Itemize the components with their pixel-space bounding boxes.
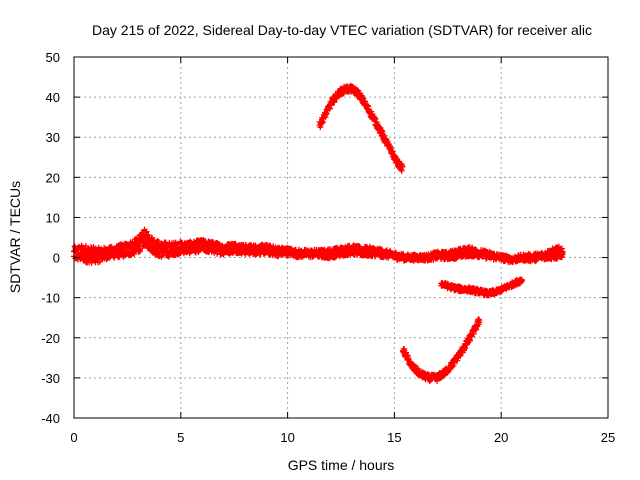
x-tick-label: 20	[494, 430, 508, 445]
x-tick-label: 25	[601, 430, 615, 445]
point-markers	[438, 276, 525, 299]
series-arc-3	[438, 276, 525, 299]
x-tick-label: 10	[280, 430, 294, 445]
x-tick-label: 0	[70, 430, 77, 445]
series-arc-2	[399, 316, 483, 385]
y-tick-label: -30	[41, 371, 60, 386]
x-axis-label: GPS time / hours	[288, 457, 395, 473]
y-tick-label: -20	[41, 331, 60, 346]
y-tick-labels: -40 -30 -20 -10 0 10 20 30 40 50	[41, 50, 60, 426]
point-markers	[316, 82, 406, 174]
series-main-band	[71, 226, 566, 266]
y-tick-label: 0	[53, 251, 60, 266]
y-tick-label: 30	[46, 130, 60, 145]
series-arc-1	[316, 82, 406, 174]
y-tick-label: 50	[46, 50, 60, 65]
x-tick-labels: 0 5 10 15 20 25	[70, 430, 615, 445]
y-axis-label: SDTVAR / TECUs	[7, 181, 23, 293]
plot-frame	[73, 56, 609, 419]
x-tick-label: 15	[387, 430, 401, 445]
point-markers	[71, 226, 566, 266]
tick-marks	[73, 56, 609, 419]
y-tick-label: -40	[41, 411, 60, 426]
y-tick-label: -10	[41, 291, 60, 306]
y-tick-label: 40	[46, 90, 60, 105]
chart-title: Day 215 of 2022, Sidereal Day-to-day VTE…	[92, 22, 592, 38]
x-tick-label: 5	[177, 430, 184, 445]
y-tick-label: 10	[46, 210, 60, 225]
y-tick-label: 20	[46, 170, 60, 185]
data-points	[71, 82, 566, 385]
point-markers	[399, 316, 483, 385]
